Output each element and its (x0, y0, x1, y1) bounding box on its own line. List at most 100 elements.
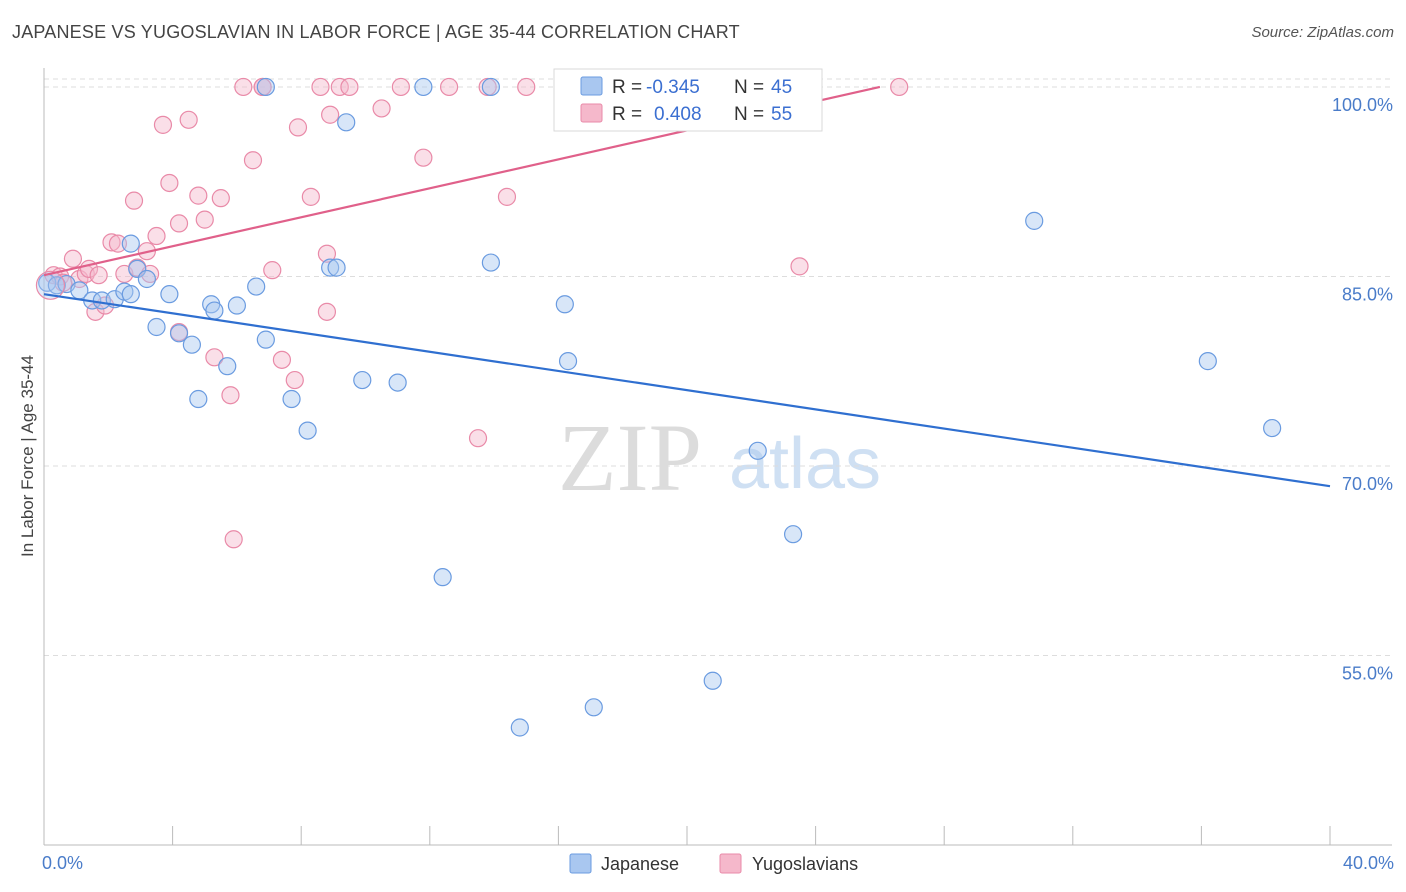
bottom-legend-japanese-label: Japanese (601, 854, 679, 874)
y-tick-labels: 100.0% 85.0% 70.0% 55.0% (1332, 95, 1393, 684)
japanese-point (256, 330, 275, 349)
legend-yugo-r-value: 0.408 (654, 104, 702, 125)
japanese-point (388, 373, 407, 392)
japanese-trend-line (43, 293, 1331, 488)
yugoslavian-point (517, 77, 536, 97)
japanese-point (282, 389, 301, 409)
japanese-point (433, 568, 452, 587)
yugoslavian-point (86, 302, 105, 321)
japanese-point (414, 77, 433, 97)
japanese-point (584, 698, 603, 717)
yugoslavian-point (497, 187, 517, 206)
bottom-legend-japanese-swatch (569, 853, 592, 874)
x-tick-label: 40.0% (1343, 853, 1394, 873)
japanese-point (327, 258, 346, 277)
yugoslavian-point (414, 148, 433, 167)
chart-title: JAPANESE VS YUGOSLAVIAN IN LABOR FORCE |… (12, 22, 740, 42)
bottom-legend-yugo-label: Yugoslavians (752, 854, 858, 874)
japanese-point (256, 77, 275, 97)
yugoslavian-point (272, 350, 292, 369)
yugoslavian-point (330, 77, 349, 97)
watermark-zip: ZIP (558, 404, 702, 511)
japanese-point (137, 269, 156, 289)
yugoslavian-point (108, 234, 128, 253)
japanese-point (160, 285, 179, 304)
yugoslavian-point (263, 261, 282, 280)
yugoslavian-point (124, 191, 144, 210)
series-legend: Japanese Yugoslavians (569, 853, 858, 874)
yugoslavian-points (44, 77, 909, 549)
x-tick-labels: 0.0% 40.0% (42, 853, 1394, 873)
japanese-point (703, 671, 722, 690)
axes (43, 68, 1392, 846)
y-tick-label: 100.0% (1332, 95, 1393, 115)
japanese-point (247, 277, 266, 296)
yugoslavian-point (288, 118, 308, 137)
japanese-point (205, 301, 224, 320)
yugoslavian-point (321, 105, 340, 124)
correlation-legend: R = -0.345 N = 45 R = 0.408 N = 55 (553, 68, 823, 132)
japanese-point (218, 357, 237, 376)
y-tick-label: 70.0% (1342, 474, 1393, 494)
japanese-point (783, 525, 803, 544)
yugoslavian-point (234, 77, 253, 97)
yugoslavian-point (147, 226, 166, 246)
yugoslavian-point (195, 210, 214, 229)
chart-source: Source: ZipAtlas.com (1251, 24, 1394, 41)
yugoslavian-point (790, 257, 809, 276)
watermark-atlas: atlas (729, 424, 881, 504)
y-axis-title: In Labor Force | Age 35-44 (18, 355, 37, 557)
yugoslavian-point (372, 99, 391, 118)
japanese-point (182, 335, 201, 354)
yugoslavian-point (89, 266, 108, 285)
japanese-point (321, 258, 340, 277)
legend-japanese-n-label: N = (734, 77, 764, 98)
japanese-point (189, 389, 208, 409)
yugoslavian-point (317, 302, 337, 321)
yugoslavian-point (243, 151, 263, 170)
legend-yugo-n-label: N = (734, 104, 764, 125)
japanese-point (1263, 418, 1282, 438)
japanese-point (337, 113, 356, 132)
japanese-point (481, 253, 500, 272)
legend-japanese-r-label: R = (612, 77, 642, 98)
legend-yugo-r-label: R = (612, 104, 642, 125)
x-tick-label: 0.0% (42, 853, 83, 873)
japanese-point (555, 295, 574, 314)
japanese-point (121, 234, 140, 253)
yugoslavian-point (102, 233, 121, 252)
japanese-point (748, 441, 767, 460)
legend-yugo-n-value: 55 (771, 104, 792, 125)
japanese-point (481, 77, 500, 97)
yugoslavian-point (189, 186, 208, 205)
japanese-point (298, 421, 317, 440)
japanese-points (35, 77, 1282, 737)
japanese-point (169, 324, 189, 343)
yugoslavian-point (224, 530, 243, 549)
japanese-point (227, 296, 246, 315)
bottom-legend-yugo-swatch (719, 853, 742, 874)
yugoslavian-point (160, 173, 179, 193)
yugoslavian-point (439, 77, 459, 97)
japanese-point (121, 285, 140, 304)
japanese-point (147, 317, 166, 337)
yugoslavian-point (317, 244, 337, 263)
yugoslavian-point (205, 348, 224, 367)
yugoslavian-point (285, 370, 304, 390)
yugoslavian-point (311, 77, 330, 97)
cluster-point (35, 270, 66, 300)
yugoslavian-point (63, 249, 83, 268)
yugoslavian-point (340, 77, 359, 97)
y-tick-label: 55.0% (1342, 663, 1393, 683)
legend-japanese-n-value: 45 (771, 77, 792, 98)
yugoslavian-point (391, 77, 410, 97)
yugoslavian-point (169, 214, 189, 233)
japanese-point (558, 352, 578, 371)
yugoslavian-point (211, 189, 230, 208)
japanese-point (510, 718, 529, 737)
legend-yugo-swatch (580, 103, 603, 123)
yugoslavian-point (890, 77, 909, 97)
legend-japanese-swatch (580, 76, 603, 96)
japanese-point (1198, 352, 1217, 371)
